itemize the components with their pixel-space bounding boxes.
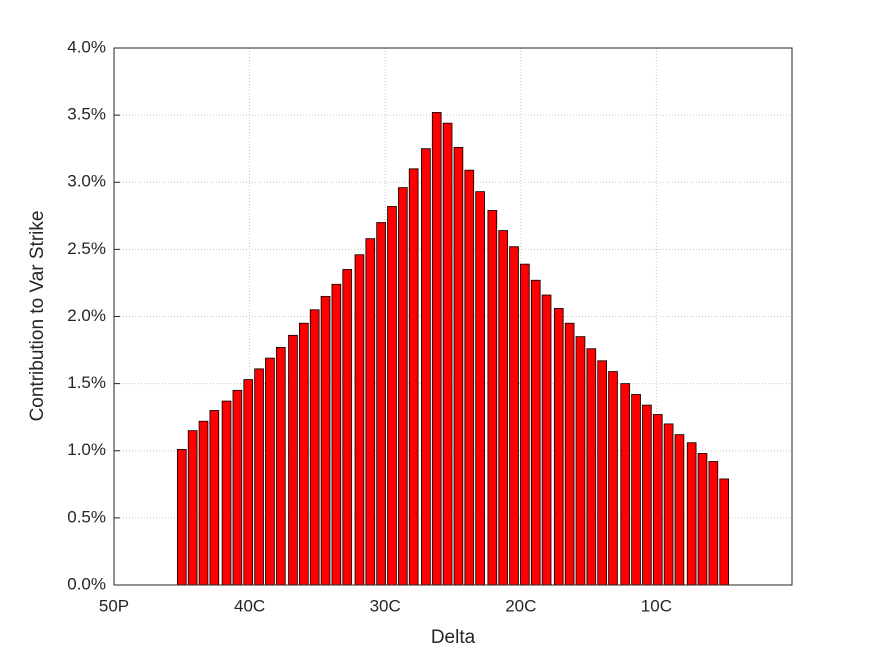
bar: [575, 336, 586, 586]
bar: [564, 322, 575, 586]
x-tick-label: 10C: [641, 596, 672, 615]
y-tick-label: 3.5%: [67, 105, 106, 124]
y-tick-label: 2.5%: [67, 239, 106, 258]
y-tick-label: 0.5%: [67, 507, 106, 526]
bar: [198, 420, 209, 586]
bar: [586, 348, 597, 586]
bar: [453, 146, 464, 586]
bar: [431, 112, 442, 586]
bar: [530, 279, 541, 586]
bar: [464, 169, 475, 586]
bar: [541, 294, 552, 586]
bar: [620, 383, 631, 586]
bar: [597, 360, 607, 586]
bar: [608, 371, 618, 586]
y-tick-label: 0.0%: [67, 574, 106, 593]
axes-box: [113, 47, 793, 586]
bar: [442, 122, 453, 586]
bar: [475, 191, 485, 586]
x-tick-label: 50P: [99, 596, 129, 615]
bar: [387, 206, 397, 586]
bar: [408, 168, 419, 586]
bar: [309, 309, 320, 586]
bar: [498, 230, 508, 586]
bar: [275, 346, 286, 586]
bar: [176, 449, 187, 586]
bar: [365, 238, 376, 586]
y-axis-label: Contribution to Var Strike: [27, 211, 48, 422]
x-axis-label: Delta: [431, 627, 476, 648]
bar: [421, 148, 431, 586]
bar: [331, 283, 342, 586]
bar: [509, 246, 519, 586]
bar: [719, 478, 730, 586]
bar: [354, 254, 365, 586]
bar: [299, 322, 309, 586]
bar: [221, 400, 232, 586]
bar: [288, 334, 298, 586]
bar: [232, 389, 243, 586]
x-tick-label: 30C: [370, 596, 401, 615]
y-tick-label: 4.0%: [67, 37, 106, 56]
bar: [243, 379, 254, 586]
bar: [209, 410, 220, 586]
bar: [342, 269, 353, 586]
bar: [642, 404, 652, 586]
bar: [631, 393, 641, 586]
bar: [376, 222, 386, 586]
y-tick-label: 1.0%: [67, 440, 106, 459]
bar: [708, 461, 719, 586]
y-tick-label: 1.5%: [67, 373, 106, 392]
bar: [553, 308, 564, 586]
bar: [652, 414, 663, 586]
bar: [686, 442, 697, 586]
x-tick-label: 20C: [505, 596, 536, 615]
bar: [674, 434, 685, 586]
bar: [520, 263, 530, 586]
bar: [320, 295, 331, 586]
bar: [663, 423, 674, 586]
bar: [254, 368, 264, 586]
x-tick-label: 40C: [234, 596, 265, 615]
bar: [697, 453, 708, 586]
bar: [265, 357, 275, 586]
bar: [487, 210, 498, 586]
bar: [187, 430, 198, 586]
y-tick-label: 3.0%: [67, 172, 106, 191]
bar: [398, 187, 408, 586]
y-tick-label: 2.0%: [67, 306, 106, 325]
